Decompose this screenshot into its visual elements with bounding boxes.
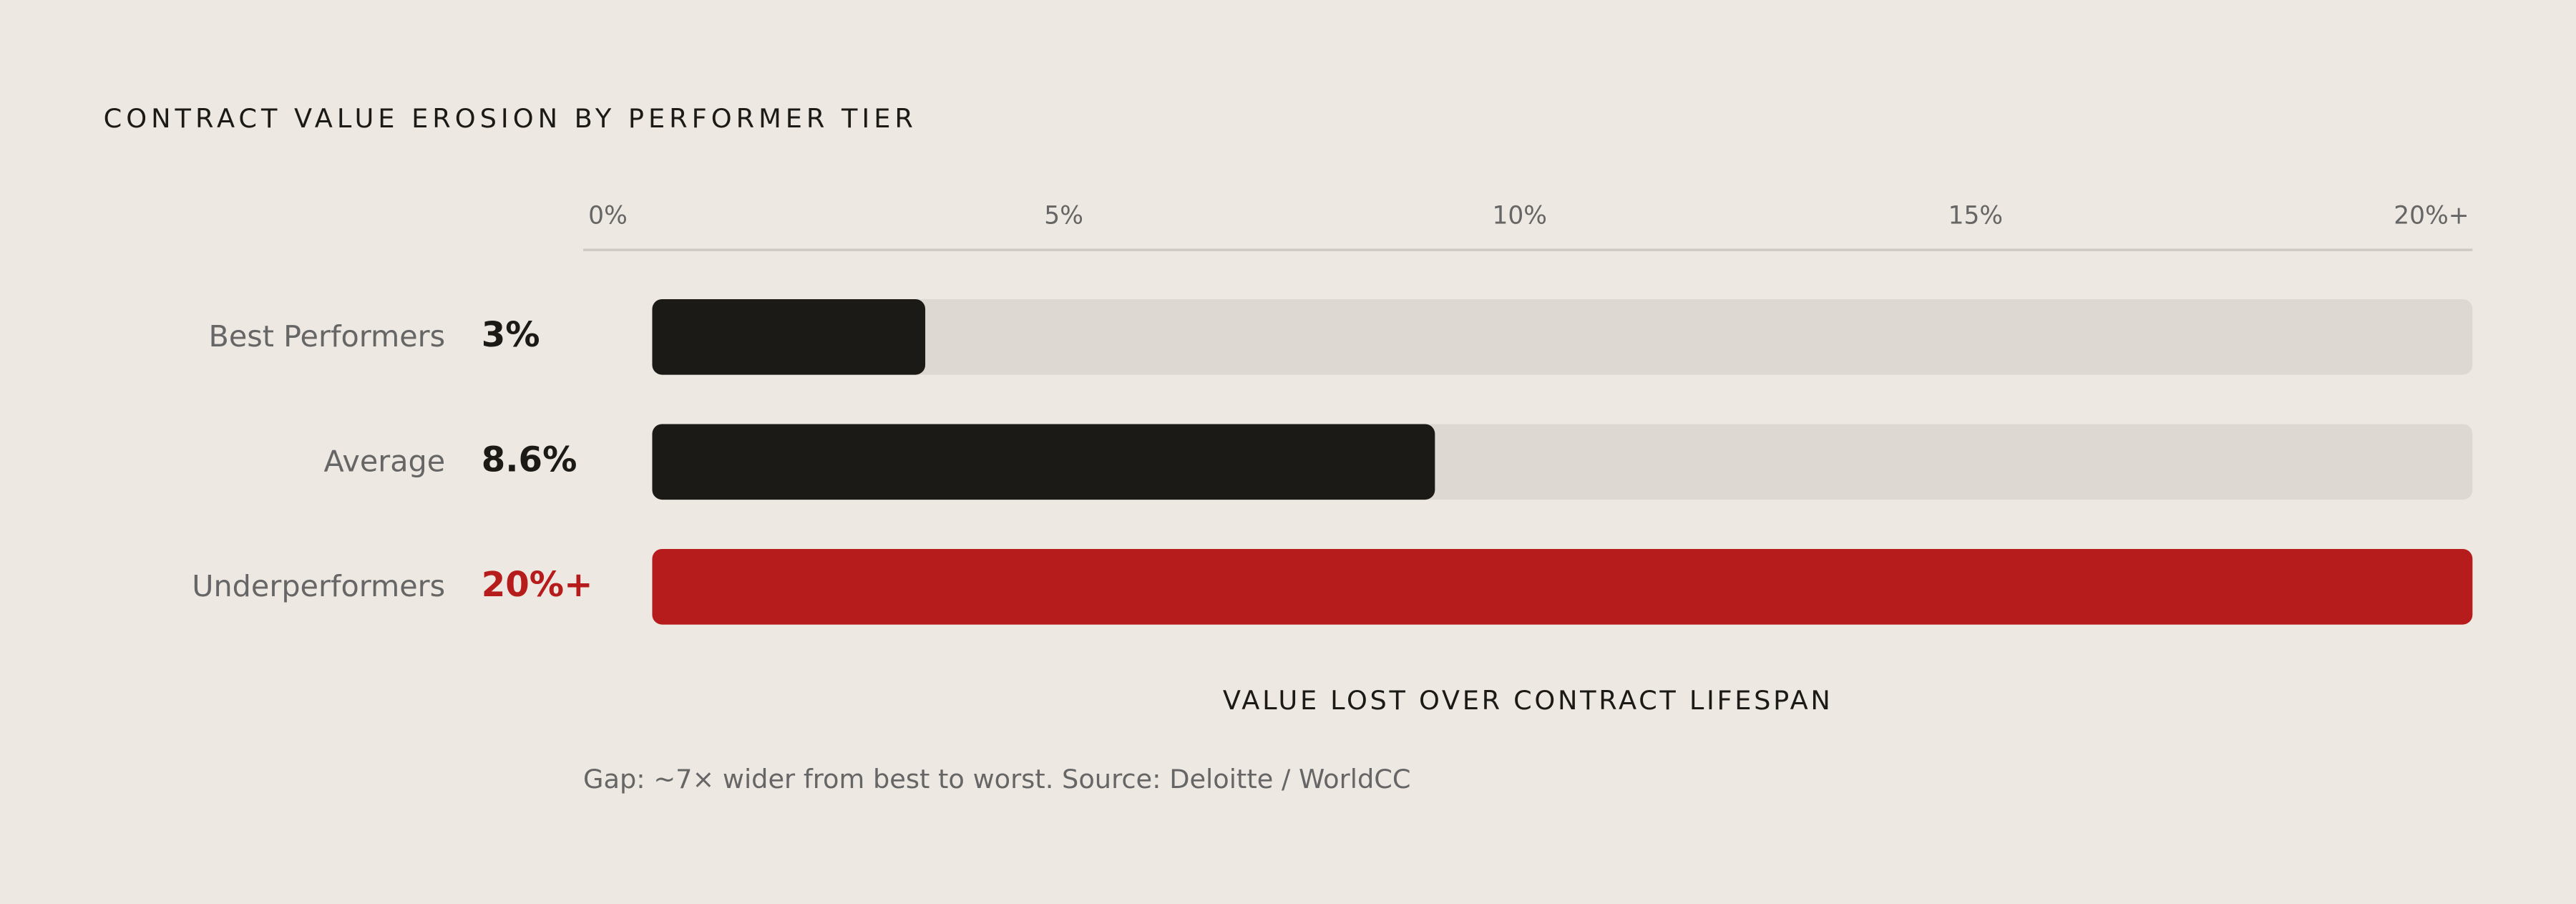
note: Gap: ~7× wider from best to worst. Sourc… xyxy=(583,764,1410,794)
bar xyxy=(652,298,926,375)
x-tick-label: 10% xyxy=(1492,202,1547,230)
value-label: 8.6% xyxy=(482,439,577,480)
category-label: Underperformers xyxy=(192,569,445,603)
value-label: 3% xyxy=(482,315,540,355)
category-label: Average xyxy=(324,444,446,479)
category-label: Best Performers xyxy=(208,319,445,354)
bar xyxy=(652,548,2473,625)
chart-title: CONTRACT VALUE EROSION BY PERFORMER TIER xyxy=(104,103,917,134)
x-axis-label: VALUE LOST OVER CONTRACT LIFESPAN xyxy=(1223,685,1833,716)
bar xyxy=(652,424,1435,500)
x-tick-label: 0% xyxy=(588,202,628,230)
bar-track xyxy=(652,298,2473,375)
x-tick-label: 15% xyxy=(1948,202,2004,230)
x-tick-label: 20%+ xyxy=(2394,202,2469,230)
x-tick-label: 5% xyxy=(1044,202,1083,230)
value-label: 20%+ xyxy=(482,565,593,605)
